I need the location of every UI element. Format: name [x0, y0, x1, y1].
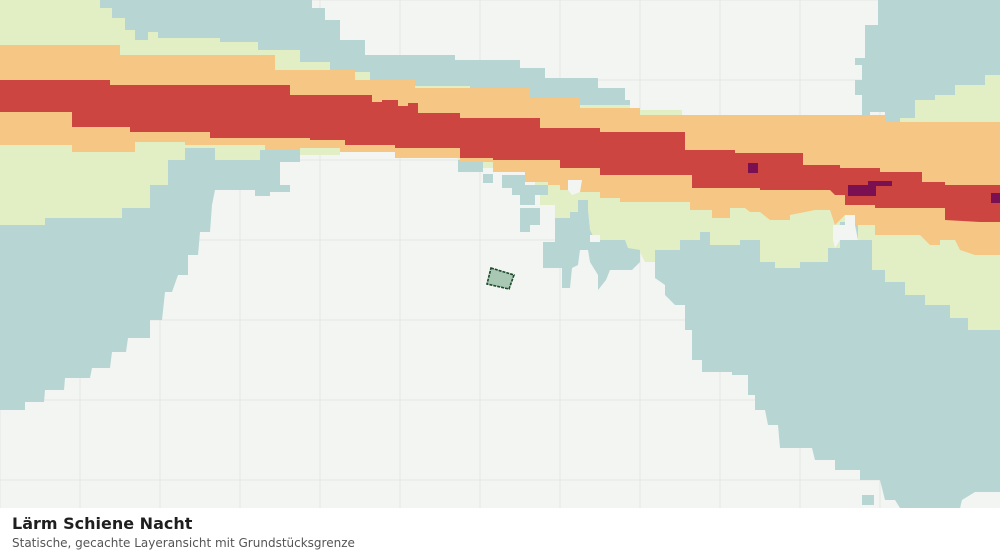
- parcel-boundary[interactable]: [486, 266, 516, 290]
- noise-zone-teal-speck: [483, 174, 493, 183]
- quiet-patch: [590, 235, 600, 242]
- noise-zone-teal-speck: [862, 495, 874, 505]
- noise-zone-teal-southeast: [655, 222, 1000, 508]
- quiet-patch: [568, 180, 582, 195]
- noise-zone-teal-speck: [520, 208, 540, 232]
- noise-zone-red: [0, 80, 1000, 222]
- noise-zone-teal-east: [855, 0, 1000, 125]
- noise-zone-teal-speck: [502, 175, 535, 205]
- map-caption: Lärm Schiene Nacht Statische, gecachte L…: [0, 508, 1000, 560]
- noise-zone-teal-west: [0, 148, 300, 410]
- layer-title: Lärm Schiene Nacht: [12, 514, 193, 533]
- noise-zone-teal-center: [543, 200, 640, 290]
- noise-zone-purple: [991, 193, 1000, 203]
- layer-subtitle: Statische, gecachte Layeransicht mit Gru…: [12, 536, 355, 550]
- noise-zone-teal-speck: [458, 160, 483, 172]
- noise-zone-teal-speck: [535, 185, 548, 195]
- noise-zone-purple: [848, 181, 892, 196]
- noise-zone-teal-north: [100, 0, 630, 105]
- quiet-patch: [833, 215, 858, 248]
- noise-zone-purple: [748, 163, 758, 173]
- noise-map: [0, 0, 1000, 508]
- map-canvas[interactable]: [0, 0, 1000, 508]
